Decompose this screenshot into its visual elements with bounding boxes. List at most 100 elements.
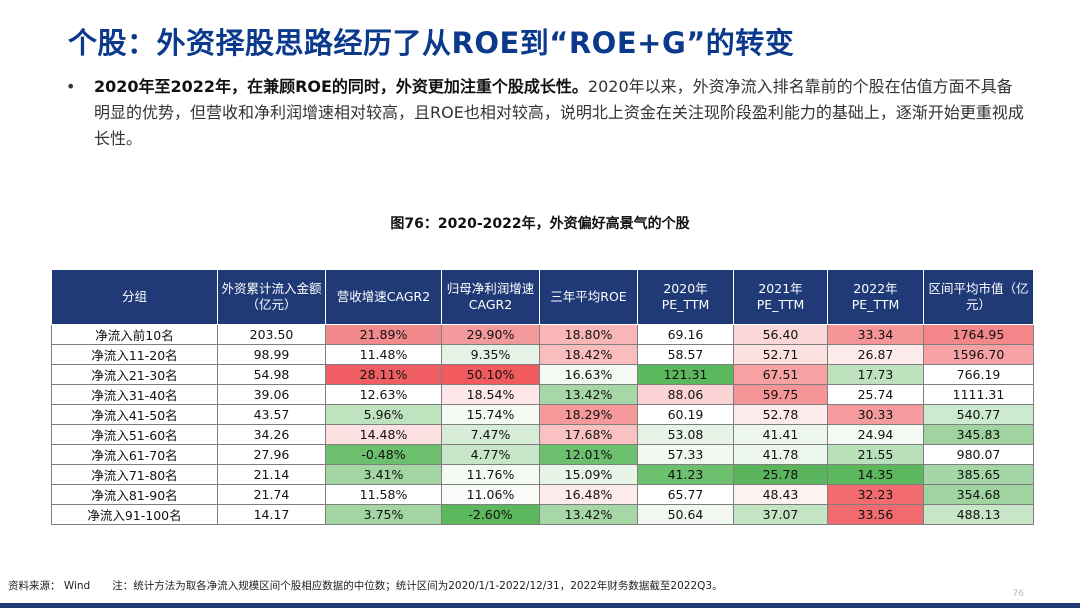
table-header-row: 分组 外资累计流入金额（亿元） 营收增速CAGR2 归母净利润增速CAGR2 三… xyxy=(51,269,1034,325)
header-pe-2021: 2021年PE_TTM xyxy=(733,269,828,325)
data-table: 分组 外资累计流入金额（亿元） 营收增速CAGR2 归母净利润增速CAGR2 三… xyxy=(51,269,1034,525)
figure-title: 图76：2020-2022年，外资偏好高景气的个股 xyxy=(390,216,690,232)
table-cell: 12.63% xyxy=(325,384,442,405)
table-cell: 17.73 xyxy=(827,364,924,385)
bullet-text: 2020年至2022年，在兼顾ROE的同时，外资更加注重个股成长性。2020年以… xyxy=(94,74,1026,152)
table-cell: 18.29% xyxy=(539,404,638,425)
table-cell: 203.50 xyxy=(217,324,326,345)
table-cell: 121.31 xyxy=(637,364,734,385)
table-row: 净流入61-70名 27.96 -0.48% 4.77% 12.01% 57.33 41.7… xyxy=(51,444,1034,465)
table-cell: 25.74 xyxy=(827,384,924,405)
table-cell: 33.34 xyxy=(827,324,924,345)
table-cell: 98.99 xyxy=(217,344,326,365)
table-cell: 39.06 xyxy=(217,384,326,405)
table-cell: 57.33 xyxy=(637,444,734,465)
table-cell: 18.42% xyxy=(539,344,638,365)
table-cell: 15.09% xyxy=(539,464,638,485)
table-cell: 59.75 xyxy=(733,384,828,405)
table-cell: 14.48% xyxy=(325,424,442,445)
table-cell: 18.54% xyxy=(441,384,540,405)
table-cell: 37.07 xyxy=(733,504,828,525)
table-cell: 14.35 xyxy=(827,464,924,485)
table-cell: 56.40 xyxy=(733,324,828,345)
table-row: 净流入51-60名 34.26 14.48% 7.47% 17.68% 53.08 41.4… xyxy=(51,424,1034,445)
table-row: 净流入前10名 203.50 21.89% 29.90% 18.80% 69.16 56.4… xyxy=(51,324,1034,345)
table-cell: 13.42% xyxy=(539,384,638,405)
table-cell: -0.48% xyxy=(325,444,442,465)
table-cell: 488.13 xyxy=(923,504,1034,525)
table-cell: 21.89% xyxy=(325,324,442,345)
header-market-cap: 区间平均市值（亿元） xyxy=(923,269,1034,325)
table-cell: 9.35% xyxy=(441,344,540,365)
table-cell: 58.57 xyxy=(637,344,734,365)
table-cell: 21.14 xyxy=(217,464,326,485)
table-row: 净流入11-20名 98.99 11.48% 9.35% 18.42% 58.57 52.7… xyxy=(51,344,1034,365)
header-group: 分组 xyxy=(51,269,218,325)
header-roe: 三年平均ROE xyxy=(539,269,638,325)
row-group-label: 净流入61-70名 xyxy=(51,444,218,465)
method-note: 注：统计方法为取各净流入规模区间个股相应数据的中位数；统计区间为2020/1/1… xyxy=(112,580,723,592)
table-cell: 69.16 xyxy=(637,324,734,345)
table-cell: -2.60% xyxy=(441,504,540,525)
footer: 资料来源： Wind 注：统计方法为取各净流入规模区间个股相应数据的中位数；统计区… xyxy=(8,578,723,593)
table-row: 净流入41-50名 43.57 5.96% 15.74% 18.29% 60.19 52.7… xyxy=(51,404,1034,425)
table-cell: 385.65 xyxy=(923,464,1034,485)
table-cell: 17.68% xyxy=(539,424,638,445)
table-cell: 1596.70 xyxy=(923,344,1034,365)
table-cell: 21.74 xyxy=(217,484,326,505)
table-cell: 88.06 xyxy=(637,384,734,405)
header-pe-2022: 2022年PE_TTM xyxy=(827,269,924,325)
table-cell: 980.07 xyxy=(923,444,1034,465)
table-cell: 1111.31 xyxy=(923,384,1034,405)
table-cell: 14.17 xyxy=(217,504,326,525)
table-cell: 21.55 xyxy=(827,444,924,465)
row-group-label: 净流入51-60名 xyxy=(51,424,218,445)
table-row: 净流入21-30名 54.98 28.11% 50.10% 16.63% 121.31 67… xyxy=(51,364,1034,385)
header-inflow: 外资累计流入金额（亿元） xyxy=(217,269,326,325)
table-cell: 18.80% xyxy=(539,324,638,345)
table-cell: 33.56 xyxy=(827,504,924,525)
bullet-paragraph: • 2020年至2022年，在兼顾ROE的同时，外资更加注重个股成长性。2020… xyxy=(66,74,1026,152)
row-group-label: 净流入91-100名 xyxy=(51,504,218,525)
table-cell: 52.78 xyxy=(733,404,828,425)
table-body: 净流入前10名 203.50 21.89% 29.90% 18.80% 69.16 56.4… xyxy=(51,324,1034,525)
table-cell: 11.58% xyxy=(325,484,442,505)
table-cell: 41.23 xyxy=(637,464,734,485)
header-revenue-cagr: 营收增速CAGR2 xyxy=(325,269,442,325)
page-title: 个股：外资择股思路经历了从ROE到“ROE+G”的转变 xyxy=(68,26,795,60)
row-group-label: 净流入21-30名 xyxy=(51,364,218,385)
table-cell: 13.42% xyxy=(539,504,638,525)
table-cell: 28.11% xyxy=(325,364,442,385)
table-cell: 3.41% xyxy=(325,464,442,485)
table-cell: 32.23 xyxy=(827,484,924,505)
row-group-label: 净流入11-20名 xyxy=(51,344,218,365)
table-cell: 345.83 xyxy=(923,424,1034,445)
table-cell: 41.78 xyxy=(733,444,828,465)
row-group-label: 净流入81-90名 xyxy=(51,484,218,505)
table-cell: 54.98 xyxy=(217,364,326,385)
table-cell: 60.19 xyxy=(637,404,734,425)
table-cell: 5.96% xyxy=(325,404,442,425)
row-group-label: 净流入41-50名 xyxy=(51,404,218,425)
row-group-label: 净流入31-40名 xyxy=(51,384,218,405)
table-cell: 354.68 xyxy=(923,484,1034,505)
table-cell: 25.78 xyxy=(733,464,828,485)
table-cell: 41.41 xyxy=(733,424,828,445)
table-row: 净流入71-80名 21.14 3.41% 11.76% 15.09% 41.23 25.7… xyxy=(51,464,1034,485)
table-cell: 50.10% xyxy=(441,364,540,385)
table-cell: 16.63% xyxy=(539,364,638,385)
bullet-bold-text: 2020年至2022年，在兼顾ROE的同时，外资更加注重个股成长性。 xyxy=(94,77,588,96)
bullet-marker: • xyxy=(66,77,76,96)
table-cell: 48.43 xyxy=(733,484,828,505)
bottom-bar xyxy=(0,603,1080,608)
table-cell: 50.64 xyxy=(637,504,734,525)
header-profit-cagr: 归母净利润增速CAGR2 xyxy=(441,269,540,325)
table-cell: 27.96 xyxy=(217,444,326,465)
table-cell: 52.71 xyxy=(733,344,828,365)
table-cell: 26.87 xyxy=(827,344,924,365)
page-number: 76 xyxy=(1012,589,1024,599)
table-cell: 3.75% xyxy=(325,504,442,525)
table-cell: 11.48% xyxy=(325,344,442,365)
source-note: 资料来源： Wind xyxy=(8,580,91,592)
table-cell: 766.19 xyxy=(923,364,1034,385)
